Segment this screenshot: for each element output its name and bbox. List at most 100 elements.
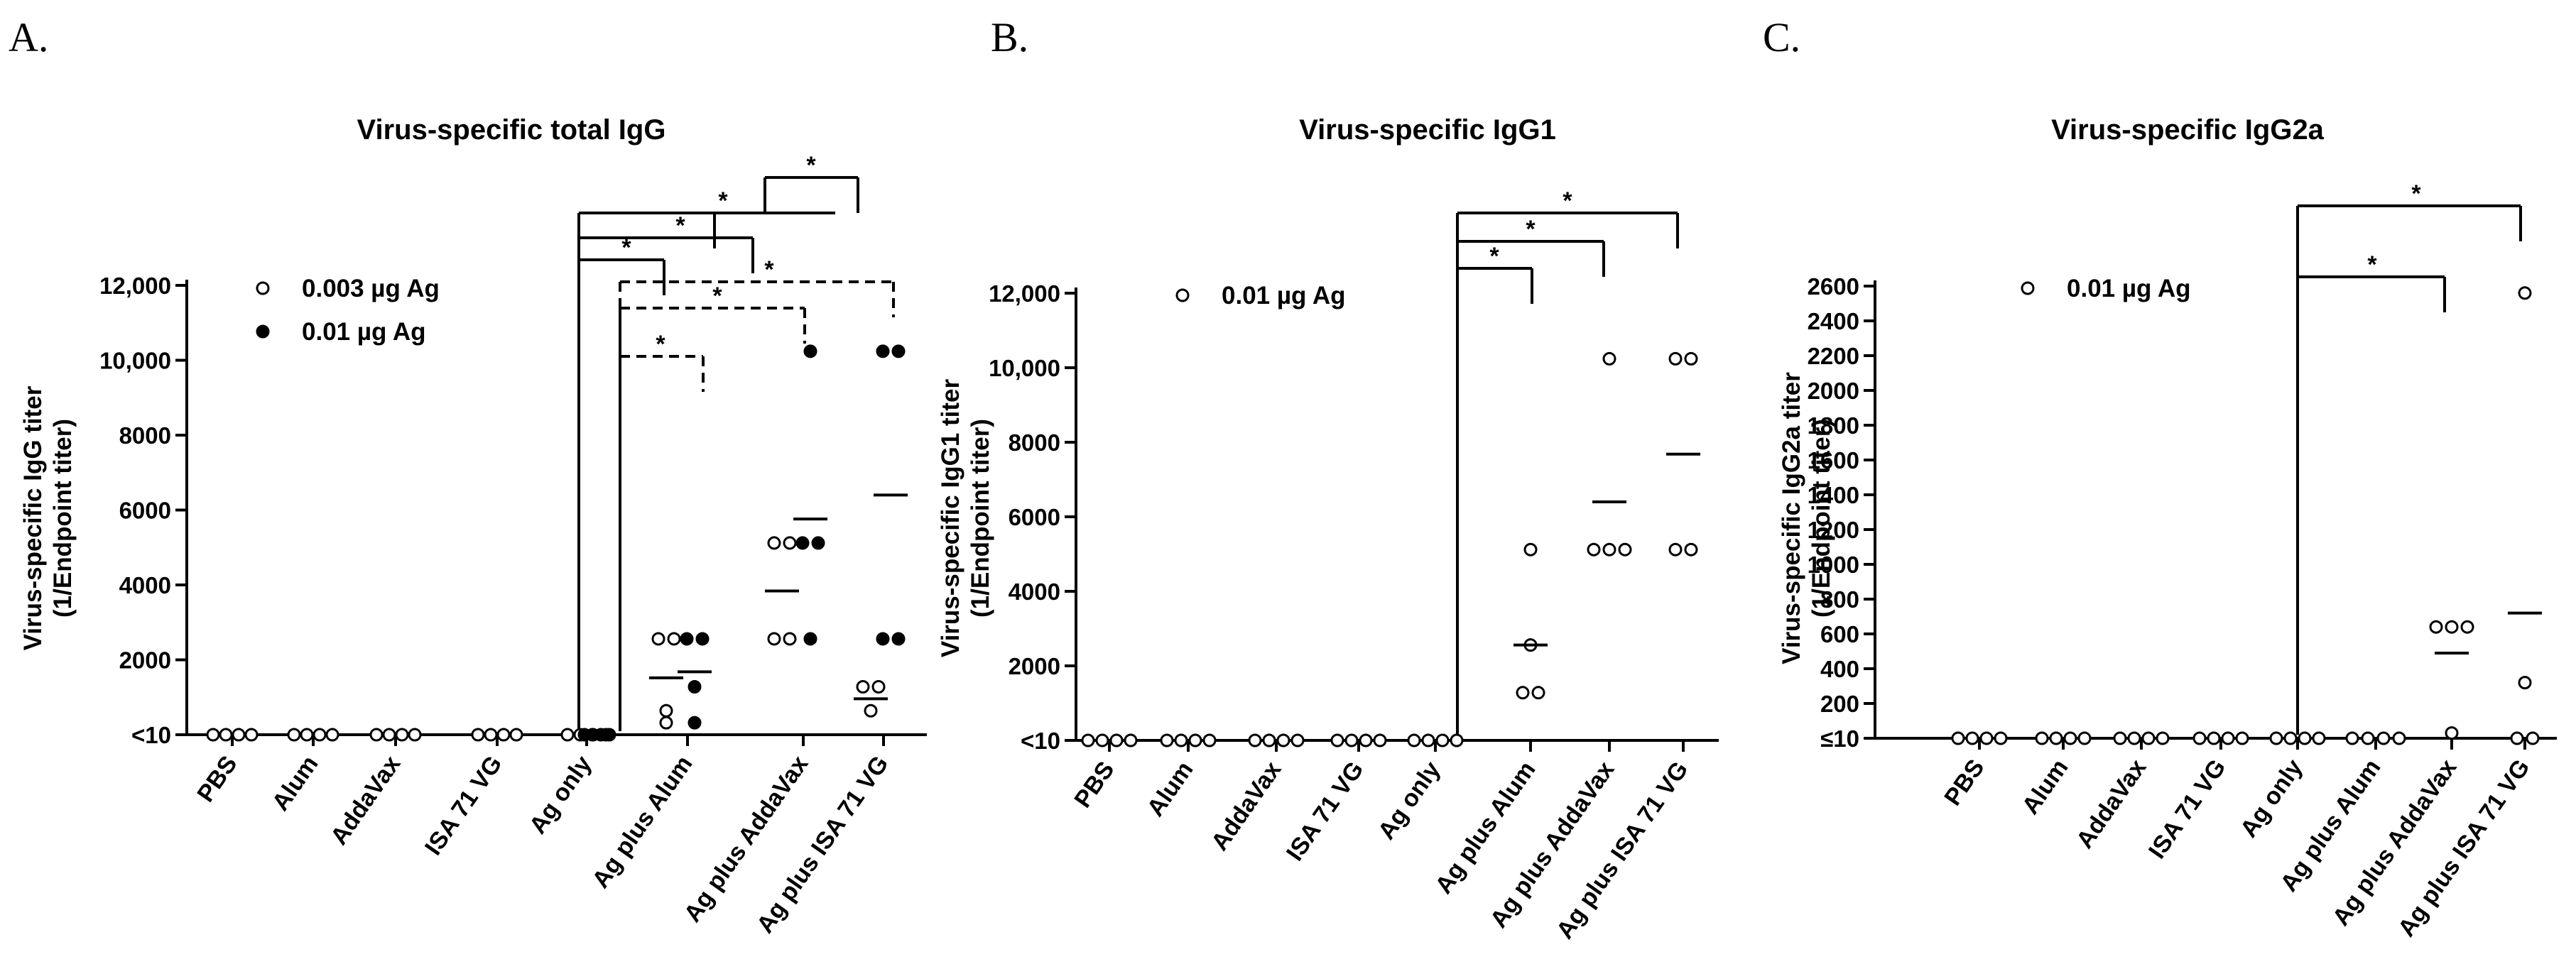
x-tick-label: PBS <box>192 751 242 807</box>
data-point-open <box>2127 731 2141 745</box>
y-tick-label: 1200 <box>1808 517 1859 543</box>
data-point-open <box>2510 731 2524 745</box>
data-point-filled <box>891 632 906 646</box>
y-tick-label: <10 <box>1021 728 1060 754</box>
data-point-open <box>1994 731 2008 745</box>
y-axis-label: (1/Endpoint titer) <box>49 419 77 618</box>
data-point-open <box>1602 351 1616 366</box>
legend-marker <box>256 281 270 295</box>
legend-marker <box>256 324 270 339</box>
data-point-open <box>651 632 665 646</box>
y-tick-label: 1000 <box>1808 552 1859 578</box>
y-tick-label: ≤10 <box>1820 725 1859 752</box>
data-point-open <box>1373 733 1387 747</box>
data-point-open <box>395 728 409 742</box>
data-point-open <box>1202 733 1217 747</box>
data-point-open <box>2221 731 2235 745</box>
panel-c: C. Virus-specific IgG2a Virus-specific IgG… <box>1763 14 2557 942</box>
data-point-open <box>1668 351 1683 366</box>
data-point-open <box>1188 733 1202 747</box>
legend-label: 0.003 µg Ag <box>302 275 440 302</box>
data-point-open <box>2445 726 2459 740</box>
data-point-open <box>287 728 301 742</box>
data-point-open <box>1359 733 1373 747</box>
x-tick-label: Alum <box>1142 757 1199 821</box>
data-point-open <box>2063 731 2077 745</box>
significance-star: * <box>1563 187 1572 214</box>
x-tick-label: Ag plus ISA 71 VG <box>1551 757 1694 944</box>
panel-letter: C. <box>1763 14 1800 60</box>
x-tick-label: Ag only <box>524 751 597 839</box>
y-tick-label: 2000 <box>1808 378 1859 404</box>
y-tick-label: 2600 <box>1808 273 1859 300</box>
data-point-filled <box>803 632 817 646</box>
data-point-open <box>2312 731 2326 745</box>
data-point-open <box>1248 733 1262 747</box>
chart-title: Virus-specific total IgG <box>357 114 666 146</box>
data-point-filled <box>602 728 616 742</box>
data-point-open <box>2429 620 2443 634</box>
significance-star: * <box>656 331 665 358</box>
x-tick-label: PBS <box>1939 755 1989 811</box>
data-point-filled <box>688 679 702 694</box>
data-point-open <box>1262 733 1276 747</box>
data-point-open <box>767 536 781 550</box>
significance-star: * <box>718 187 728 214</box>
data-point-open <box>783 536 797 550</box>
y-tick-label: 2200 <box>1808 343 1859 369</box>
chart-title: Virus-specific IgG2a <box>2051 114 2325 146</box>
data-point-filled <box>876 632 890 646</box>
data-point-open <box>509 728 523 742</box>
x-tick-label: AddaVax <box>2071 755 2152 854</box>
data-point-open <box>659 703 673 718</box>
y-tick-label: 2400 <box>1808 308 1859 334</box>
data-point-open <box>496 728 511 742</box>
data-point-open <box>1276 733 1290 747</box>
x-tick-label: Ag only <box>2235 755 2308 843</box>
data-point-open <box>1684 351 1698 366</box>
data-point-filled <box>803 344 817 358</box>
data-point-open <box>767 632 781 646</box>
y-tick-label: 1800 <box>1808 412 1859 439</box>
data-point-open <box>1951 731 1965 745</box>
data-point-open <box>560 728 575 742</box>
data-point-open <box>1668 542 1683 557</box>
data-point-open <box>2526 731 2540 745</box>
x-tick-label: ISA 71 VG <box>1281 757 1369 866</box>
x-tick-label: Ag plus ISA 71 VG <box>2393 755 2536 942</box>
y-tick-label: 800 <box>1820 586 1859 613</box>
data-point-open <box>1602 542 1616 557</box>
panel-letter: B. <box>991 14 1028 60</box>
data-point-open <box>1516 686 1530 700</box>
data-point-open <box>2077 731 2092 745</box>
data-point-open <box>856 679 870 694</box>
data-point-open <box>1421 733 1435 747</box>
data-point-open <box>2141 731 2156 745</box>
significance-star: * <box>621 234 631 261</box>
data-point-open <box>2235 731 2249 745</box>
data-point-open <box>1124 733 1138 747</box>
y-axis-label: (1/Endpoint titer) <box>1808 419 1835 618</box>
chart-title: Virus-specific IgG1 <box>1299 114 1556 146</box>
x-tick-label: Alum <box>267 751 324 816</box>
data-point-filled <box>680 632 694 646</box>
data-point-open <box>2376 731 2391 745</box>
data-point-open <box>1587 542 1601 557</box>
data-point-open <box>1160 733 1174 747</box>
data-point-open <box>2518 286 2532 300</box>
data-point-open <box>1407 733 1421 747</box>
y-tick-label: 600 <box>1820 621 1859 647</box>
data-point-open <box>1174 733 1188 747</box>
y-tick-label: 4000 <box>119 572 171 598</box>
data-point-open <box>471 728 485 742</box>
y-tick-label: 6000 <box>119 498 171 524</box>
data-point-open <box>1450 733 1464 747</box>
x-tick-label: AddaVax <box>325 751 406 850</box>
data-point-open <box>1684 542 1698 557</box>
data-point-open <box>484 728 498 742</box>
data-point-open <box>2192 731 2207 745</box>
data-point-open <box>1965 731 1979 745</box>
significance-star: * <box>2411 180 2421 207</box>
y-tick-label: 12,000 <box>99 273 171 299</box>
